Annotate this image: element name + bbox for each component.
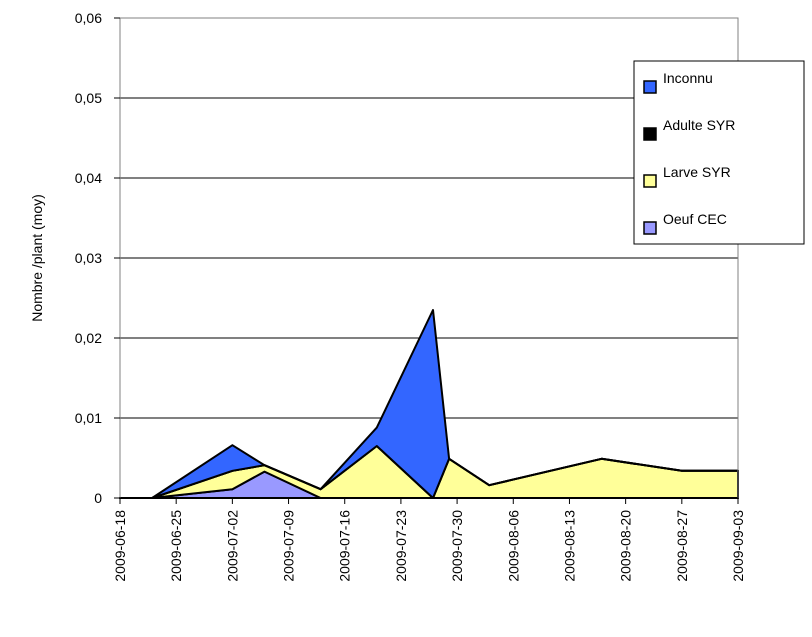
y-tick-label: 0,02 [75, 330, 102, 346]
x-tick-label: 2009-07-30 [449, 510, 465, 582]
y-axis-ticks: 0 0,01 0,02 0,03 0,04 0,05 0,06 [75, 10, 120, 506]
legend-swatch-larve-syr [643, 174, 657, 188]
y-tick-label: 0,05 [75, 90, 102, 106]
x-tick-label: 2009-09-03 [730, 510, 746, 582]
legend-label-adulte-syr: Adulte SYR [663, 117, 735, 133]
y-tick-label: 0,06 [75, 10, 102, 26]
y-tick-label: 0,04 [75, 170, 102, 186]
y-tick-label: 0,03 [75, 250, 102, 266]
legend-label-larve-syr: Larve SYR [663, 164, 731, 180]
legend-swatch-inconnu [643, 80, 657, 94]
x-axis-ticks: 2009-06-18 2009-06-25 2009-07-02 2009-07-09… [112, 497, 746, 582]
legend-swatch-adulte-syr [643, 127, 657, 141]
legend-label-oeuf-cec: Oeuf CEC [663, 211, 727, 227]
legend: Inconnu Adulte SYR Larve SYR Oeuf CEC [633, 60, 805, 245]
x-tick-label: 2009-06-18 [112, 510, 128, 582]
x-tick-label: 2009-07-16 [337, 510, 353, 582]
y-tick-label: 0,01 [75, 410, 102, 426]
legend-label-inconnu: Inconnu [663, 70, 713, 86]
x-tick-label: 2009-08-27 [674, 510, 690, 582]
x-tick-label: 2009-08-20 [618, 510, 634, 582]
x-tick-label: 2009-06-25 [168, 510, 184, 582]
y-tick-label: 0 [94, 490, 102, 506]
x-tick-label: 2009-07-09 [281, 510, 297, 582]
x-tick-label: 2009-08-13 [561, 510, 577, 582]
legend-box [633, 60, 805, 245]
legend-swatch-oeuf-cec [643, 221, 657, 235]
y-axis-title: Nombre /plant (moy) [29, 194, 45, 322]
x-tick-label: 2009-07-02 [224, 510, 240, 582]
x-tick-label: 2009-07-23 [393, 510, 409, 582]
x-tick-label: 2009-08-06 [505, 510, 521, 582]
